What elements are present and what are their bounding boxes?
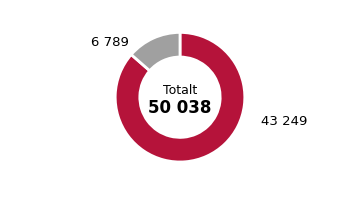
Text: 43 249: 43 249 (261, 115, 307, 128)
Text: 50 038: 50 038 (148, 98, 212, 117)
Text: 6 789: 6 789 (91, 36, 129, 49)
Wedge shape (131, 32, 180, 71)
Text: Totalt: Totalt (163, 84, 197, 97)
Wedge shape (115, 32, 245, 162)
